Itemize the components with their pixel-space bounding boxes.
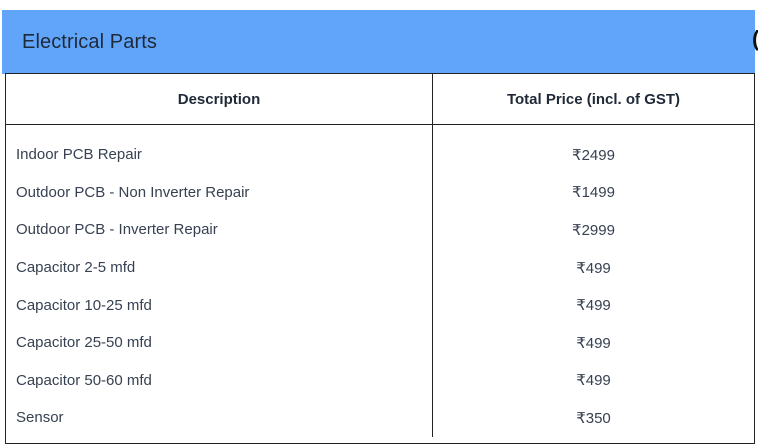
description-cell: Indoor PCB Repair (6, 136, 433, 174)
spacer-cell (433, 125, 755, 137)
table-row: Outdoor PCB - Non Inverter Repair ₹1499 (6, 173, 754, 212)
table-row: Capacitor 25-50 mfd ₹499 (6, 323, 754, 362)
clipped-edge-text: ( (752, 28, 758, 50)
section-title: Electrical Parts (22, 30, 157, 53)
table-row: Capacitor 50-60 mfd ₹499 (6, 361, 754, 400)
price-cell: ₹2499 (572, 146, 615, 164)
price-cell: ₹499 (576, 372, 611, 390)
table-row: Capacitor 10-25 mfd ₹499 (6, 286, 754, 324)
price-cell: ₹499 (576, 297, 611, 315)
price-cell: ₹499 (576, 259, 611, 277)
price-table-container: Description Total Price (incl. of GST) I… (5, 73, 755, 444)
description-cell: Outdoor PCB - Non Inverter Repair (6, 173, 433, 212)
description-cell: Capacitor 10-25 mfd (6, 286, 433, 324)
table-header-row: Description Total Price (incl. of GST) (6, 73, 754, 125)
description-cell: Sensor (6, 399, 433, 437)
price-cell: ₹2999 (572, 221, 615, 239)
table-spacer-row (6, 124, 755, 137)
table-row: Sensor ₹350 (6, 399, 754, 437)
section-header: Electrical Parts (2, 10, 755, 74)
table-row: Outdoor PCB - Inverter Repair ₹2999 (6, 211, 754, 249)
description-cell: Outdoor PCB - Inverter Repair (6, 211, 433, 249)
price-cell: ₹499 (576, 334, 611, 352)
table-row: Indoor PCB Repair ₹2499 (6, 136, 754, 174)
spacer-cell (6, 124, 433, 136)
description-cell: Capacitor 25-50 mfd (6, 323, 433, 362)
price-table: Description Total Price (incl. of GST) I… (6, 73, 754, 437)
description-cell: Capacitor 2-5 mfd (6, 248, 433, 287)
table-row: Capacitor 2-5 mfd ₹499 (6, 248, 754, 287)
description-cell: Capacitor 50-60 mfd (6, 361, 433, 400)
price-cell: ₹350 (576, 409, 611, 427)
column-header-description: Description (6, 73, 433, 125)
column-header-price: Total Price (incl. of GST) (432, 73, 754, 125)
price-cell: ₹1499 (572, 184, 615, 202)
